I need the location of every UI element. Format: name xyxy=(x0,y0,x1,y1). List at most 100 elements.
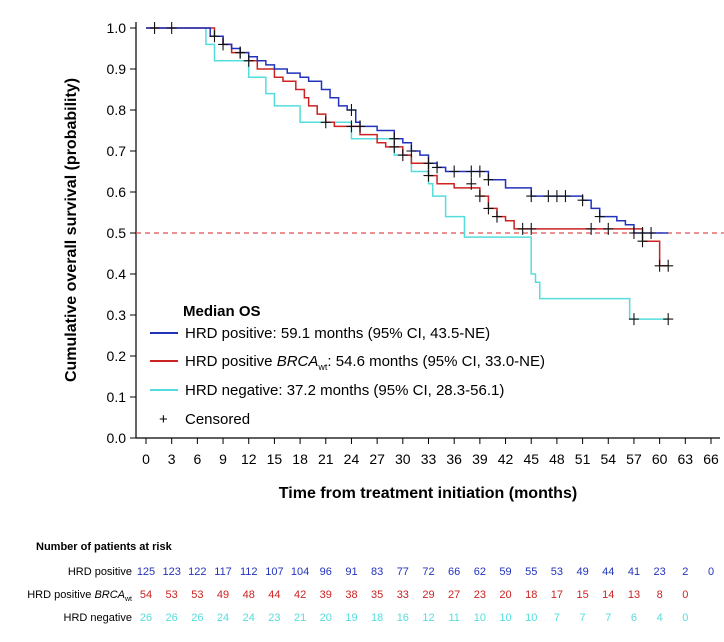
x-tick-label: 21 xyxy=(318,451,334,467)
at-risk-value: 14 xyxy=(602,589,614,601)
x-tick-label: 12 xyxy=(241,451,257,467)
curve-hrd-negative xyxy=(146,27,669,320)
censored-marker xyxy=(423,157,434,170)
x-tick-label: 66 xyxy=(703,451,719,467)
censored-marker xyxy=(654,259,665,272)
at-risk-table: Number of patients at risk HRD positive … xyxy=(27,541,172,624)
at-risk-value: 117 xyxy=(214,566,232,578)
at-risk-value: 20 xyxy=(320,612,332,624)
censored-marker xyxy=(560,190,571,203)
censored-marker xyxy=(466,177,477,190)
censored-marker xyxy=(166,22,177,34)
at-risk-value: 8 xyxy=(657,589,663,601)
censored-marker xyxy=(628,227,639,239)
y-tick-label: 0.9 xyxy=(107,61,127,77)
y-tick-label: 0.2 xyxy=(107,348,127,364)
censored-marker xyxy=(603,222,614,235)
x-tick-label: 48 xyxy=(549,451,565,467)
at-risk-value: 12 xyxy=(422,612,434,624)
at-risk-value: 2 xyxy=(682,566,688,578)
censored-marker xyxy=(423,169,434,182)
at-risk-value: 35 xyxy=(371,589,383,601)
censored-marker xyxy=(389,140,400,153)
at-risk-value: 77 xyxy=(397,566,409,578)
censored-marker xyxy=(526,222,537,235)
x-tick-label: 30 xyxy=(395,451,411,467)
x-tick-label: 18 xyxy=(292,451,308,467)
at-risk-value: 24 xyxy=(217,612,229,624)
at-risk-value: 107 xyxy=(265,566,283,578)
legend-label-hrd-negative: HRD negative: 37.2 months (95% CI, 28.3-… xyxy=(185,382,504,399)
at-risk-value: 72 xyxy=(422,566,434,578)
y-tick-label: 0.0 xyxy=(107,430,127,446)
at-risk-value: 23 xyxy=(474,589,486,601)
x-tick-label: 63 xyxy=(678,451,694,467)
censored-marker xyxy=(209,30,220,43)
at-risk-value: 42 xyxy=(294,589,306,601)
x-tick-label: 33 xyxy=(421,451,437,467)
x-axis-title: Time from treatment initiation (months) xyxy=(279,485,577,502)
y-axis-title: Cumulative overall survival (probability… xyxy=(63,78,80,382)
at-risk-value: 0 xyxy=(708,566,714,578)
at-risk-value: 91 xyxy=(345,566,357,578)
at-risk-value: 96 xyxy=(320,566,332,578)
at-risk-value: 41 xyxy=(628,566,640,578)
x-tick-label: 42 xyxy=(498,451,514,467)
y-tick-label: 1.0 xyxy=(107,20,127,36)
at-risk-value: 15 xyxy=(576,589,588,601)
at-risk-value: 7 xyxy=(554,612,560,624)
y-tick-label: 0.8 xyxy=(107,102,127,118)
censored-marker xyxy=(149,22,160,34)
at-risk-value: 17 xyxy=(551,589,563,601)
censored-marker xyxy=(577,194,588,207)
at-risk-value: 112 xyxy=(240,566,258,578)
at-risk-value: 54 xyxy=(140,589,152,601)
censored-marker xyxy=(346,104,357,116)
at-risk-values: 125 123 122 117 112 107 104 96 91 83 77 72 66 62 59 55 5… xyxy=(137,566,714,624)
at-risk-value: 18 xyxy=(525,589,537,601)
censored-marker xyxy=(449,165,460,178)
at-risk-value: 48 xyxy=(243,589,255,601)
at-risk-value: 10 xyxy=(525,612,537,624)
censored-marker xyxy=(663,259,674,272)
legend-label-hrd-positive: HRD positive: 59.1 months (95% CI, 43.5-… xyxy=(185,325,490,342)
censored-markers xyxy=(149,22,674,326)
at-risk-value: 26 xyxy=(191,612,203,624)
censored-marker xyxy=(432,161,443,174)
at-risk-value: 49 xyxy=(217,589,229,601)
censored-marker xyxy=(218,38,229,51)
censored-marker xyxy=(466,165,477,178)
x-tick-label: 0 xyxy=(142,451,150,467)
at-risk-value: 21 xyxy=(294,612,306,624)
censored-marker xyxy=(526,190,537,203)
at-risk-value: 38 xyxy=(345,589,357,601)
at-risk-value: 125 xyxy=(137,566,155,578)
legend: Median OS HRD positive: 59.1 months (95%… xyxy=(150,303,545,428)
censored-marker xyxy=(628,313,639,326)
x-tick-label: 54 xyxy=(600,451,616,467)
at-risk-value: 53 xyxy=(166,589,178,601)
at-risk-value: 44 xyxy=(268,589,280,601)
x-tick-label: 24 xyxy=(344,451,360,467)
at-risk-value: 83 xyxy=(371,566,383,578)
censored-marker xyxy=(637,235,648,248)
censored-marker xyxy=(235,46,246,59)
censored-marker xyxy=(594,210,605,223)
at-risk-value: 11 xyxy=(448,612,459,624)
censored-marker xyxy=(646,227,657,239)
censored-marker xyxy=(474,165,485,178)
censored-marker xyxy=(397,149,408,162)
legend-title: Median OS xyxy=(183,303,261,320)
at-risk-value: 18 xyxy=(371,612,383,624)
at-risk-value: 13 xyxy=(628,589,640,601)
at-risk-value: 6 xyxy=(631,612,637,624)
y-tick-label: 0.4 xyxy=(107,266,127,282)
y-tick-label: 0.3 xyxy=(107,307,127,323)
at-risk-label-hrd-negative: HRD negative xyxy=(64,612,132,624)
curve-hrd-positive xyxy=(146,27,669,234)
at-risk-value: 10 xyxy=(474,612,486,624)
curve-hrd-positive-brcawt xyxy=(146,27,669,267)
censored-marker xyxy=(543,190,554,203)
censored-marker xyxy=(474,190,485,203)
x-tick-label: 60 xyxy=(652,451,668,467)
